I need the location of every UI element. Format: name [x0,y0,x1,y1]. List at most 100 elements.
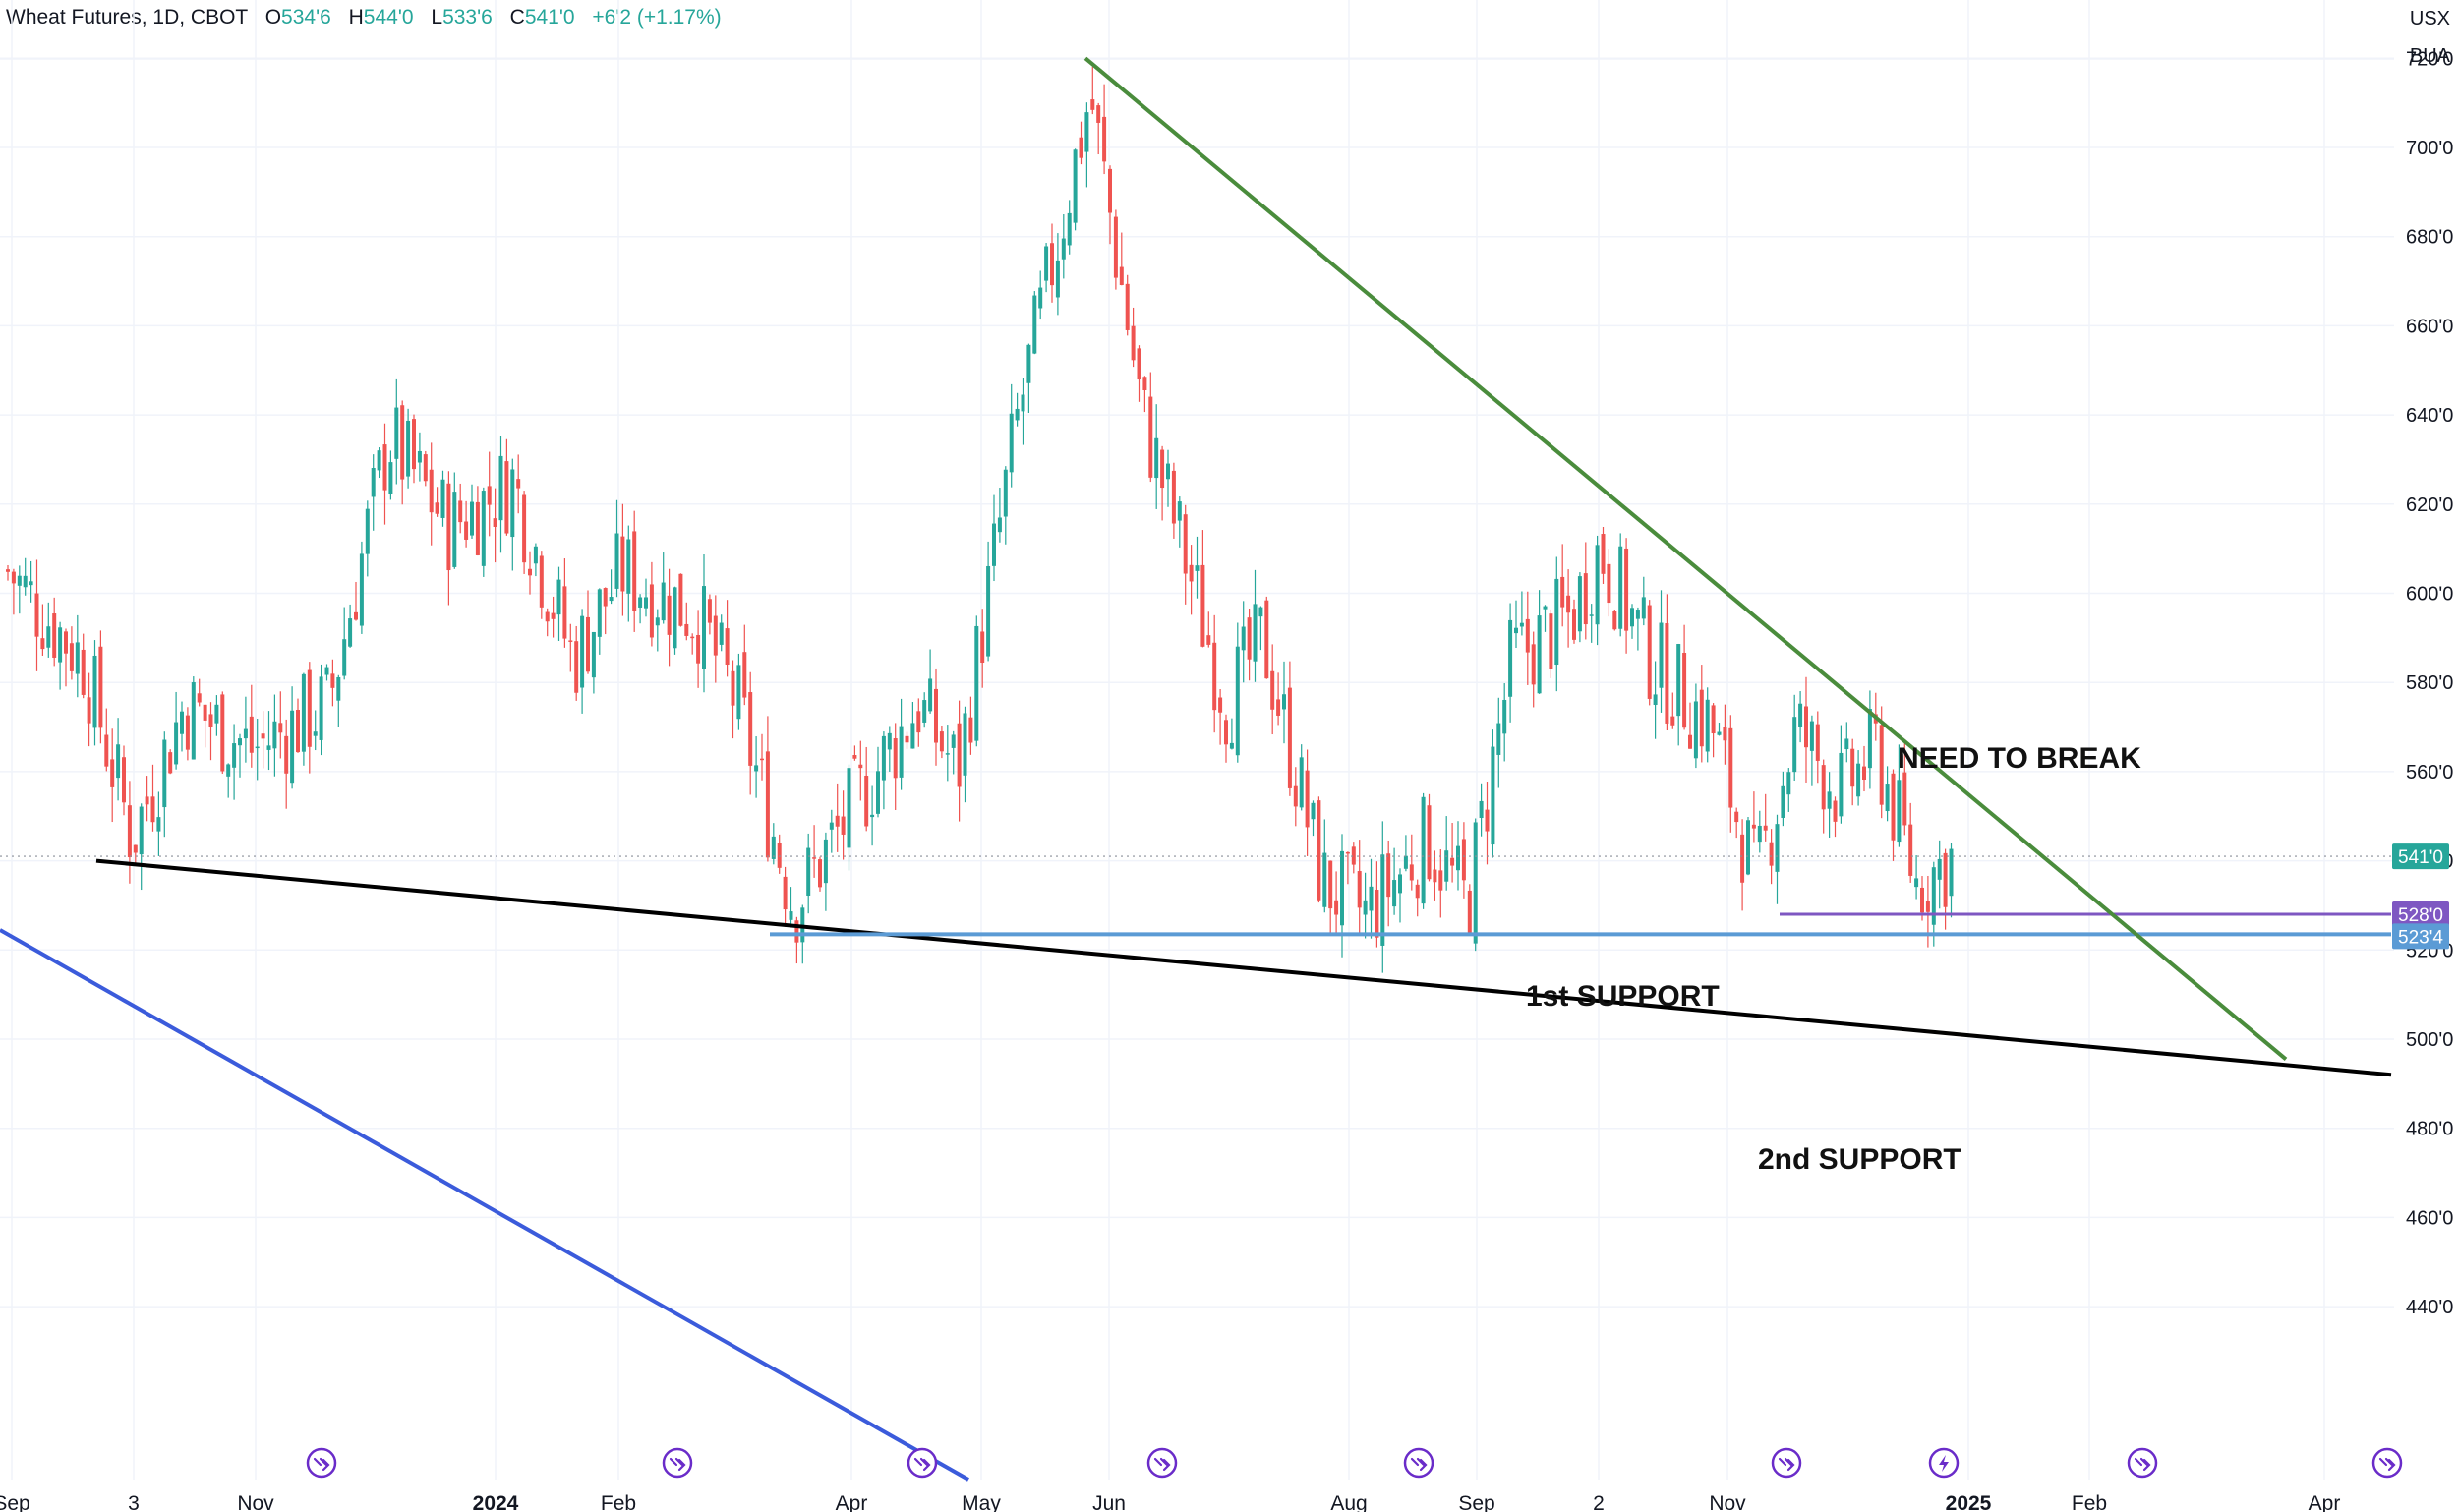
candle-body [1415,884,1420,899]
candle-body [1809,721,1814,751]
candle-body [1897,780,1902,843]
candle-body [487,486,492,505]
candle-body [208,714,213,727]
candle-body [568,640,573,642]
candle-body [1409,864,1414,881]
candle-body [1334,900,1339,915]
low-label: L [431,6,443,29]
dividend-arrow-icon[interactable] [2127,1447,2158,1479]
candle-body [609,597,614,602]
candle-body [1856,763,1861,797]
candle-body [1235,646,1240,756]
dividend-arrow-icon[interactable] [662,1447,693,1479]
high-value: 544'0 [363,6,414,29]
candle-body [1867,709,1872,769]
candle-body [1461,839,1466,881]
candle-body [156,817,161,832]
candle-body [1438,870,1443,891]
candle-body [1345,851,1350,854]
candle-body [1444,850,1449,882]
candle-body [545,611,550,622]
arrow-glyph [669,1457,686,1472]
candle-body [1839,752,1844,817]
candle-body [760,758,764,761]
candle-body [980,631,985,664]
candle-body [1693,701,1698,759]
candle-body [1549,613,1553,669]
candle-body [1479,800,1484,819]
candle-body [440,479,445,518]
lightning-icon[interactable] [1928,1447,1960,1479]
dividend-arrow-icon[interactable] [907,1447,938,1479]
candle-body [806,847,811,896]
time-tick-label: May [962,1492,1001,1512]
price-tick-label: 660'0 [2406,316,2453,337]
candle-body [319,676,323,740]
candle-body [1369,886,1374,911]
candle-body [957,723,962,787]
candle-body [1688,734,1692,749]
dividend-arrow-icon[interactable] [1771,1447,1802,1479]
downtrend-resistance-line [1083,56,2288,1061]
candle-body [603,588,608,607]
candle-body [1659,622,1664,688]
candle-body [11,571,16,584]
candle-body [1125,283,1130,330]
candle-body [1601,534,1606,574]
event-icon-ring [1146,1447,1178,1479]
dividend-arrow-icon[interactable] [2371,1447,2403,1479]
candle-body [116,744,121,779]
candle-body [1804,706,1808,748]
candle-body [1392,880,1397,907]
candle-body [458,500,463,523]
candle-body [1276,699,1281,716]
event-icon-ring [2127,1447,2158,1479]
symbol-title: Wheat Futures, 1D, CBOT [6,6,248,29]
candle-body [1537,615,1542,694]
candle-body [887,732,892,750]
candle-body [1705,699,1710,752]
candle-body [475,501,480,555]
candle-body [829,822,834,830]
candle-body [1618,546,1623,629]
price-tick-label: 460'0 [2406,1207,2453,1229]
candle-body [649,584,654,638]
candle-body [1781,785,1785,818]
candle-body [1113,216,1118,278]
candle-body [1647,605,1652,699]
time-tick-label: Feb [2072,1492,2107,1512]
candle-body [916,711,921,733]
time-tick-label: Nov [1709,1492,1746,1512]
candle-body [1166,463,1170,480]
candle-body [498,455,503,521]
candle-body [1177,501,1182,521]
candle-body [249,716,254,753]
time-tick-label: Aug [1330,1492,1367,1512]
candle-body [655,617,660,626]
candle-body [1815,724,1820,761]
dividend-arrow-icon[interactable] [1403,1447,1434,1479]
currency-label[interactable]: USX [2409,8,2450,29]
unit-label[interactable]: BUA [2409,45,2450,67]
chart-grid [0,0,2394,1480]
candle-body [417,450,422,463]
dividend-arrow-icon[interactable] [1146,1447,1178,1479]
dividend-arrow-icon[interactable] [306,1447,337,1479]
candle-body [394,407,399,459]
candle-body [1038,287,1043,309]
candle-body [1189,564,1194,582]
candle-body [765,751,770,858]
candle-body [336,676,341,701]
arrow-glyph [2134,1457,2151,1472]
candle-body [139,806,144,855]
candle-body [893,738,898,779]
candle-body [1635,610,1640,619]
annotation-label: 2nd SUPPORT [1758,1143,1961,1176]
candle-body [1311,802,1316,820]
price-tick-label: 720'0 [2406,48,2453,70]
candle-body [29,581,33,586]
candle-body [174,722,179,765]
price-tick-label: 620'0 [2406,494,2453,516]
